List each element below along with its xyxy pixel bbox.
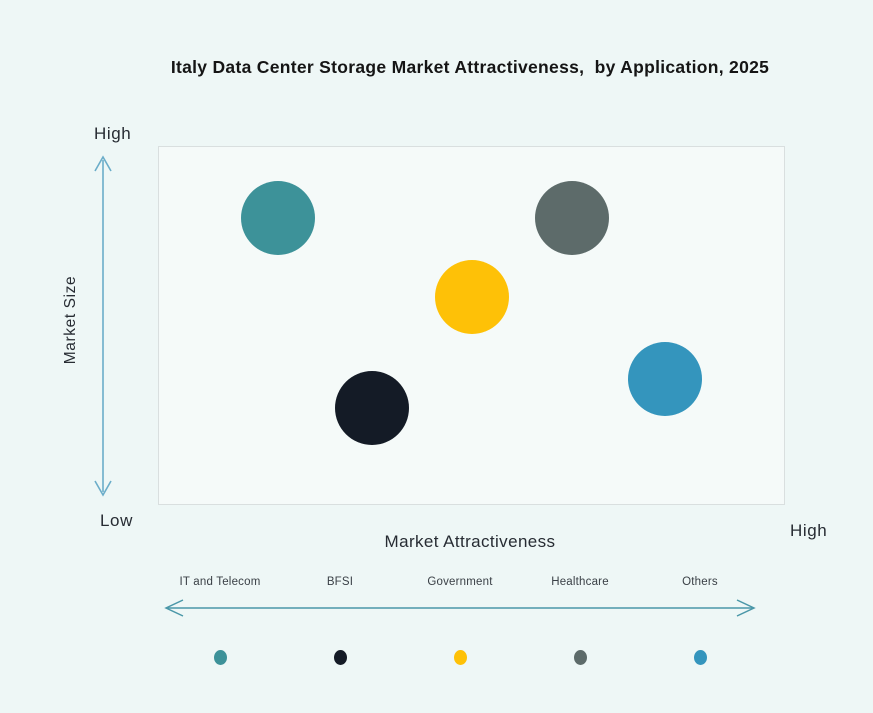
x-axis-arrow-icon bbox=[164, 599, 756, 617]
bubble-others bbox=[628, 342, 703, 417]
legend-labels-row: IT and Telecom BFSI Government Healthcare Ot… bbox=[160, 576, 760, 588]
bubble-bfsi bbox=[334, 370, 409, 445]
bubble-it-and-telecom bbox=[240, 181, 315, 256]
y-axis-low-label: Low bbox=[100, 511, 133, 530]
legend-dot-cell bbox=[520, 650, 640, 665]
y-axis-arrow-icon bbox=[94, 155, 112, 497]
legend-dot-cell bbox=[160, 650, 280, 665]
legend-dots-row bbox=[160, 650, 760, 665]
legend-label: Healthcare bbox=[551, 576, 609, 588]
legend-dot bbox=[693, 650, 707, 665]
y-axis-high-label: High bbox=[94, 124, 132, 143]
legend-dot-cell bbox=[640, 650, 760, 665]
legend-label: BFSI bbox=[326, 576, 354, 588]
legend-dot bbox=[573, 650, 587, 665]
legend-dot bbox=[453, 650, 467, 665]
legend-label: Others bbox=[682, 576, 718, 588]
legend-dot-cell bbox=[280, 650, 400, 665]
legend-dot bbox=[333, 650, 347, 665]
x-axis-high-label: High bbox=[790, 521, 828, 540]
legend-dot-cell bbox=[400, 650, 520, 665]
x-axis-title: Market Attractiveness bbox=[384, 532, 556, 551]
chart-title: Italy Data Center Storage Market Attract… bbox=[170, 57, 770, 77]
legend-label: IT and Telecom bbox=[179, 576, 261, 588]
bubble-healthcare bbox=[534, 181, 609, 256]
bubble-government bbox=[434, 259, 509, 334]
y-axis-title: Market Size bbox=[62, 275, 79, 365]
legend-dot bbox=[213, 650, 227, 665]
plot-area bbox=[158, 146, 785, 505]
legend-label: Government bbox=[427, 576, 493, 588]
